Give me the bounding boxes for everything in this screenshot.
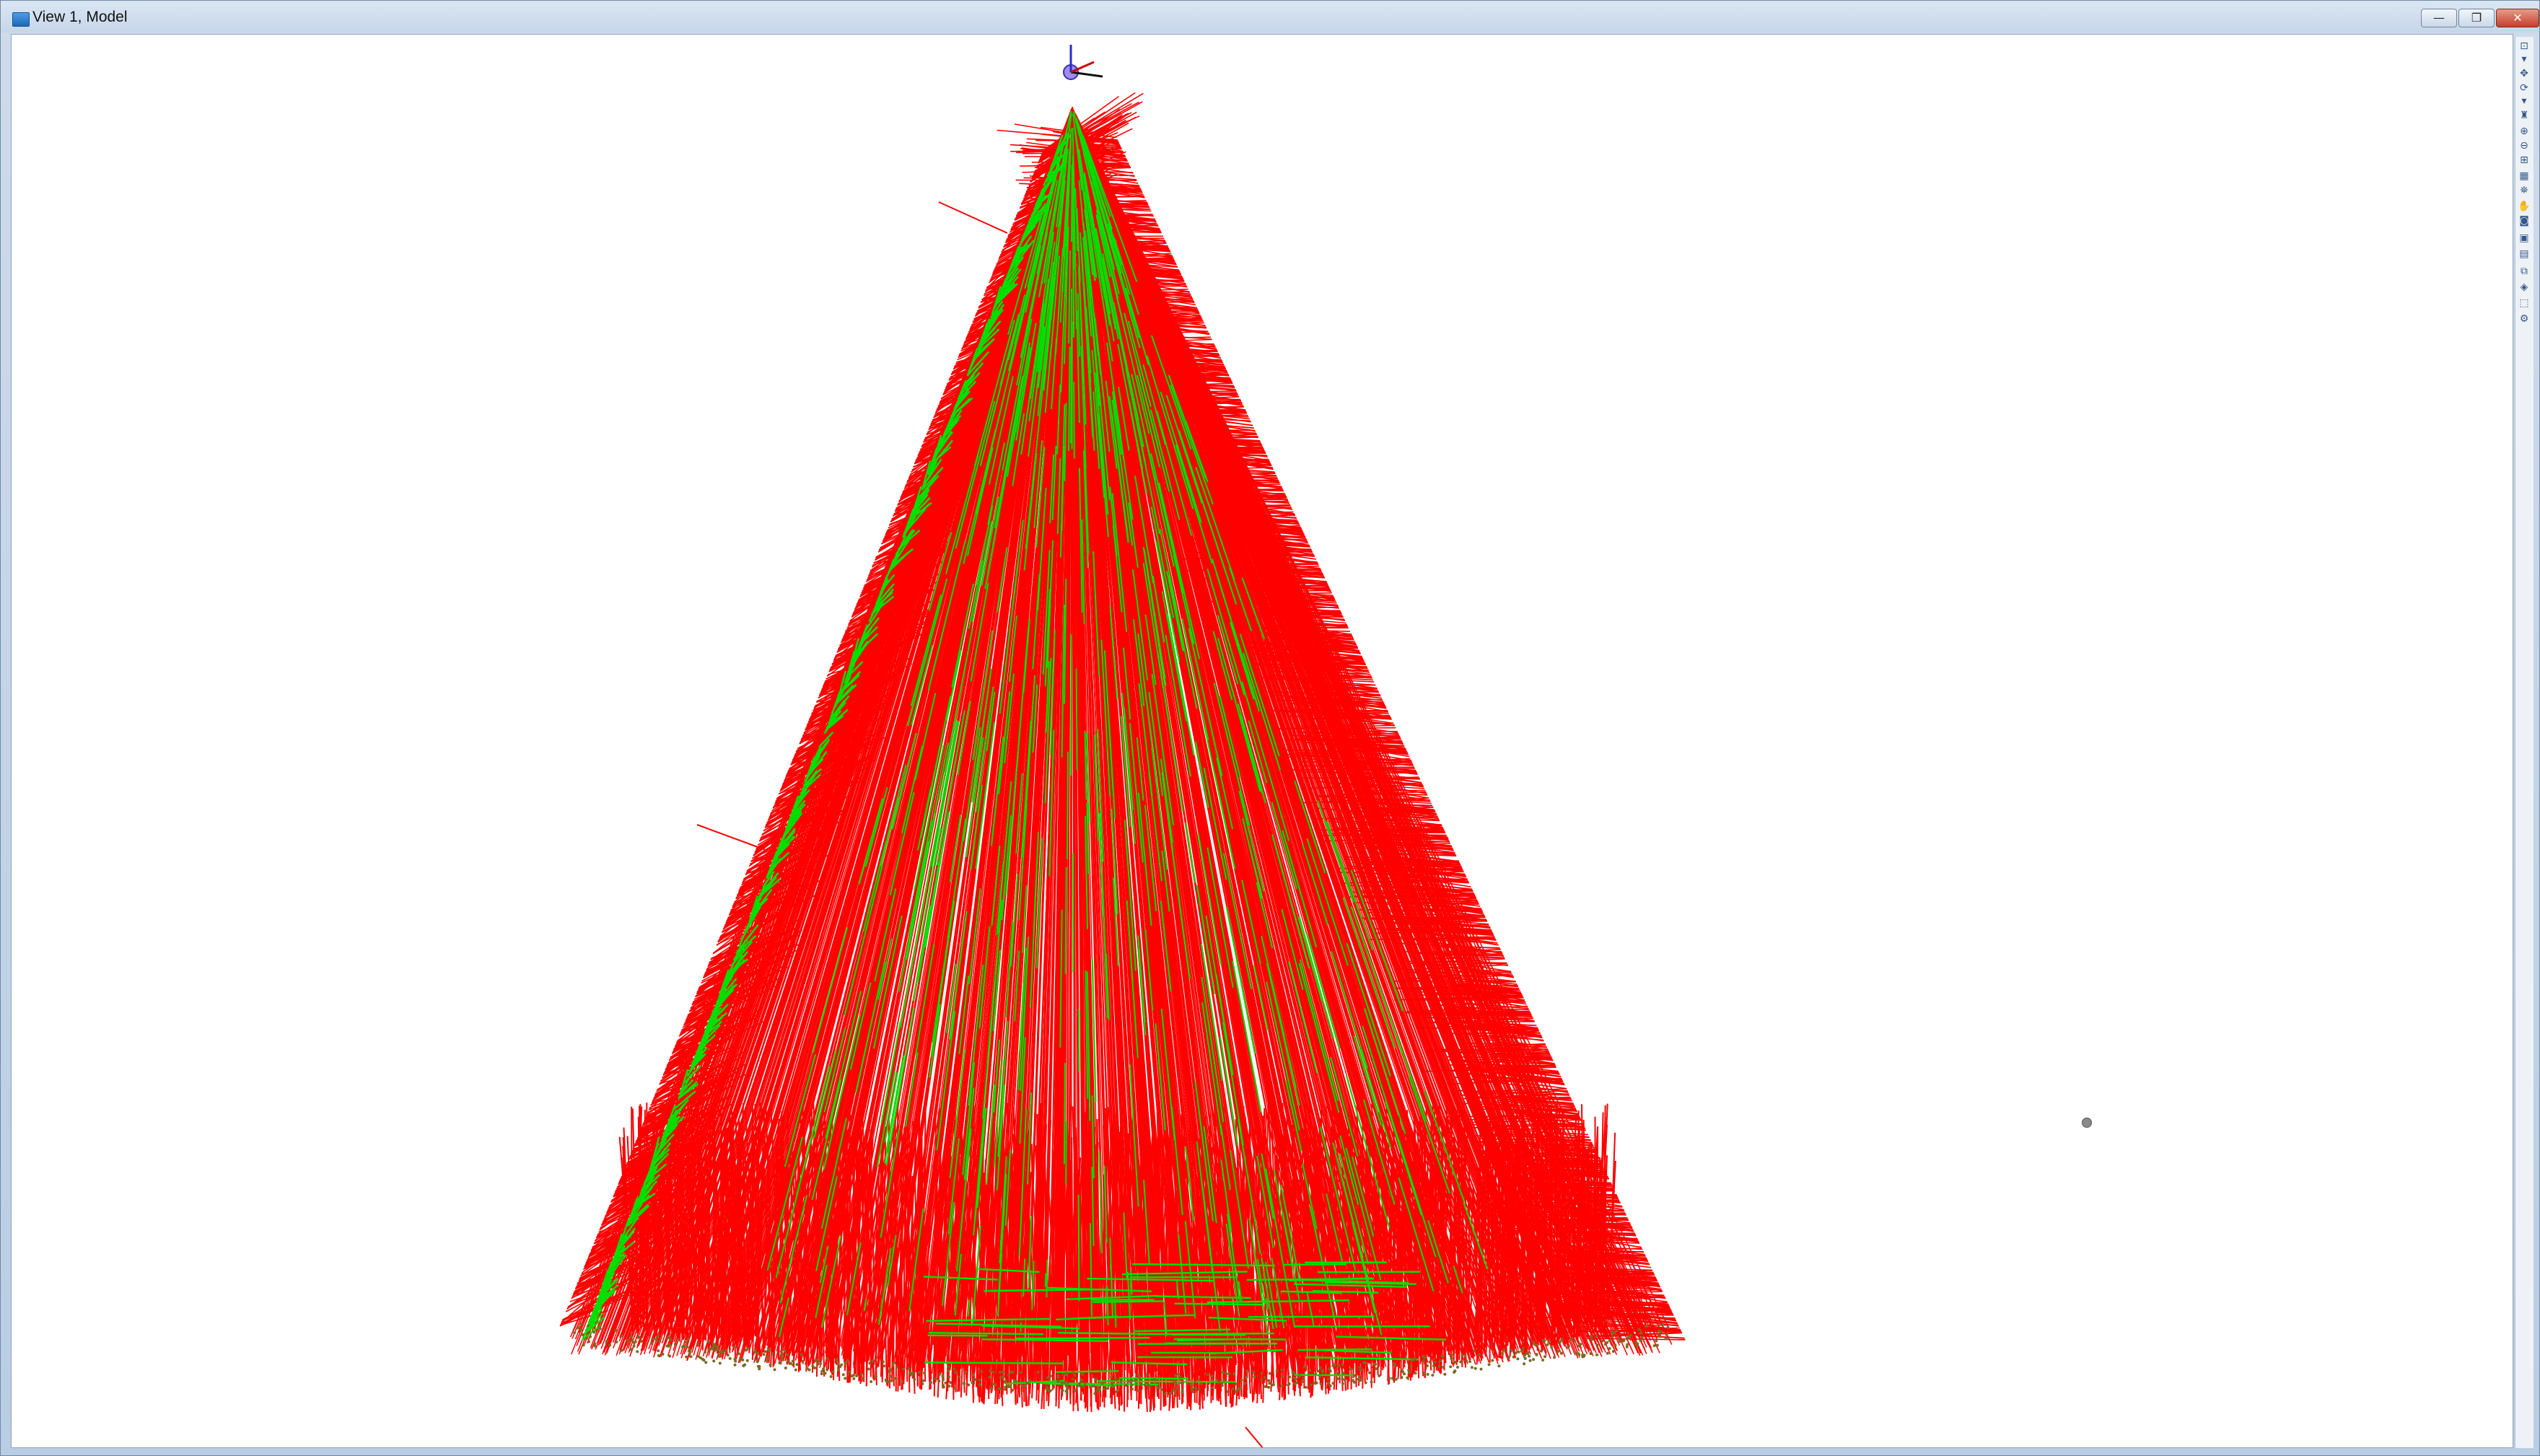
model-scene[interactable] bbox=[12, 35, 2513, 1448]
settings-icon[interactable]: ⚙ bbox=[2519, 313, 2529, 325]
3d-model-viewport[interactable] bbox=[11, 34, 2513, 1448]
stray-members bbox=[696, 201, 1264, 1447]
green-members bbox=[581, 110, 1489, 1387]
walk-through-icon[interactable]: ⛯ bbox=[2520, 185, 2528, 196]
zoom-in-icon[interactable]: ⊕ bbox=[2520, 126, 2528, 137]
camera-icon[interactable]: ◙ bbox=[2519, 215, 2529, 227]
user-render-icon[interactable]: ♜ bbox=[2519, 110, 2529, 121]
zoom-window-icon[interactable]: ⊡ bbox=[2520, 40, 2528, 52]
minimize-button[interactable]: — bbox=[2421, 9, 2457, 27]
rotate-view-icon[interactable]: ⟳ bbox=[2520, 82, 2528, 94]
title-bar[interactable]: View 1, Model — ❐ ✕ bbox=[1, 1, 2539, 32]
dropdown-arrow-icon[interactable]: ▾ bbox=[2521, 95, 2527, 107]
copy-view-icon[interactable]: ⧉ bbox=[2521, 266, 2528, 277]
display-options-icon[interactable]: ▣ bbox=[2519, 232, 2529, 244]
view-properties-icon[interactable]: ▤ bbox=[2519, 248, 2529, 260]
select-area-icon[interactable]: ▦ bbox=[2519, 170, 2529, 182]
view-toolbar: ⊡ ▾ ✥ ⟳ ▾ ♜ ⊕ ⊖ ⊞ ▦ ⛯ ✋ ◙ ▣ ▤ ⧉ ◈ ⬚ ⚙ bbox=[2515, 37, 2534, 1448]
maximize-button[interactable]: ❐ bbox=[2458, 9, 2495, 27]
close-button[interactable]: ✕ bbox=[2496, 9, 2539, 27]
render-mode-icon[interactable]: ◈ bbox=[2520, 281, 2528, 293]
node-markers bbox=[573, 1323, 1670, 1395]
clip-volume-icon[interactable]: ⬚ bbox=[2519, 297, 2529, 309]
fit-view-icon[interactable]: ⊞ bbox=[2520, 154, 2528, 166]
view-window-icon bbox=[12, 12, 30, 27]
zoom-out-icon[interactable]: ⊖ bbox=[2520, 140, 2528, 152]
hand-pan-icon[interactable]: ✋ bbox=[2518, 201, 2531, 212]
dropdown-arrow-icon[interactable]: ▾ bbox=[2521, 53, 2527, 65]
cursor-pivot-marker bbox=[2082, 1118, 2092, 1128]
pan-3d-icon[interactable]: ✥ bbox=[2520, 68, 2528, 79]
axis-triad-icon bbox=[1063, 45, 1103, 80]
window-title: View 1, Model bbox=[32, 9, 128, 25]
